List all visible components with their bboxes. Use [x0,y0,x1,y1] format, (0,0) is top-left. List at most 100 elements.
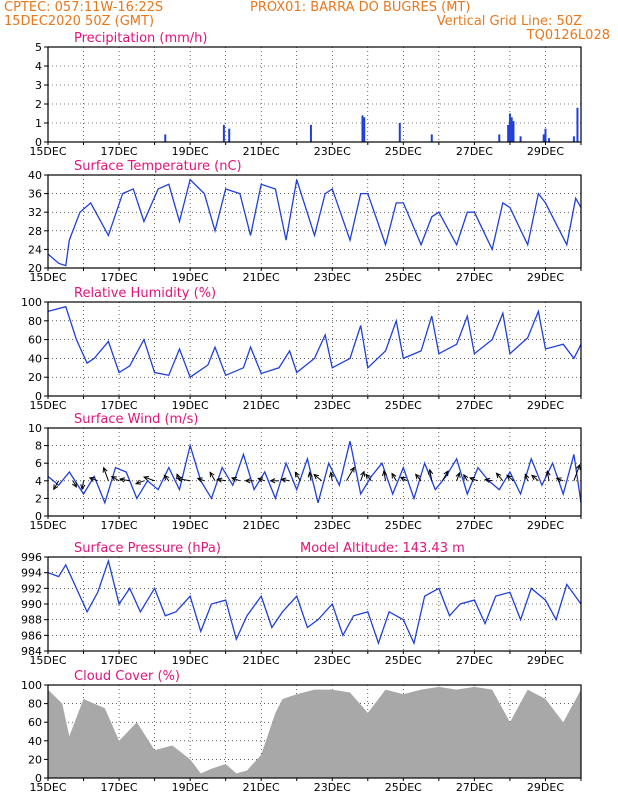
wind-arrow [80,480,86,491]
panel-frame [47,174,582,269]
wind-arrow [545,470,551,481]
precip-bar [510,117,513,142]
y-tick-label: 20 [28,753,42,766]
wind-arrow-shaft [163,475,170,482]
x-tick-label: 19DEC [172,781,209,794]
wind-arrow-shaft [177,478,191,482]
y-tick-label: 20 [28,262,42,275]
y-tick-label: 80 [28,698,42,711]
wind-arrow-shaft [360,471,365,481]
x-tick-label: 15DEC [29,654,66,667]
wind-arrow [209,471,216,482]
precip-bar [222,124,225,142]
panel-frame [47,427,582,517]
panel-0: 0 1 2 3 4 5 15DEC 17DEC 19DEC 21DEC 23DEC 25DEC 27DE… [29,31,582,158]
wind-arrow-shaft [294,472,301,482]
x-tick-label: 27DEC [456,399,493,412]
wind-arrow [176,476,191,482]
wind-arrow [163,474,170,482]
wind-arrow-head [468,476,476,482]
panel-4: 984 986 988 990 992 994 996 15DEC 17DEC 19DEC 21DE… [21,541,582,667]
y-tick-label: 5 [35,41,42,54]
wind-arrow [134,479,145,485]
wind-arrow-shaft [456,472,460,481]
wind-arrow [382,470,388,481]
wind-arrow [346,466,355,482]
x-tick-label: 29DEC [527,271,564,284]
y-tick-label: 2 [35,492,42,505]
precip-bar [519,136,522,142]
x-tick-label: 21DEC [243,781,280,794]
wind-arrow-shaft [496,472,504,482]
wind-arrow [573,463,581,481]
wind-arrow-shaft [308,472,312,481]
wind-arrow-head [313,473,320,480]
y-tick-label: 996 [21,551,42,564]
precip-bar [544,128,547,142]
x-tick-label: 17DEC [101,271,138,284]
wind-arrow-shaft [531,475,539,482]
x-tick-label: 27DEC [456,271,493,284]
wind-arrow-head [307,471,313,478]
x-tick-label: 25DEC [385,519,422,532]
precip-bar [498,134,501,142]
x-tick-label: 27DEC [456,781,493,794]
series-line [47,178,582,267]
grid-line-note: Vertical Grid Line: 50Z [436,14,582,29]
station-coordinates: CPTEC: 057:11W-16:22S [4,0,164,15]
wind-arrow-shaft [463,474,468,482]
x-tick-label: 15DEC [29,781,66,794]
series-line [47,558,582,646]
precip-bar [572,136,575,142]
y-tick-label: 8 [35,440,42,453]
wind-arrow-shaft [72,480,77,488]
wind-arrow [506,474,514,482]
precip-bar [508,113,511,142]
wind-arrow-shaft [415,474,422,482]
wind-arrow [328,471,335,481]
y-tick-label: 28 [28,225,42,238]
x-tick-label: 23DEC [314,399,351,412]
wind-arrow-head [142,475,150,481]
x-tick-label: 25DEC [385,145,422,158]
wind-arrow-head [414,473,421,480]
x-tick-label: 29DEC [527,519,564,532]
wind-arrow [294,471,301,482]
x-tick-label: 15DEC [29,271,66,284]
x-tick-label: 19DEC [172,519,209,532]
x-tick-label: 21DEC [243,519,280,532]
wind-arrow-shaft [429,469,433,481]
x-tick-label: 21DEC [243,271,280,284]
wind-arrow [360,470,366,481]
wind-arrow-head [427,468,434,475]
wind-arrow-head [328,471,335,478]
precip-bar [164,134,167,142]
wind-arrow-shaft [89,477,98,482]
x-tick-label: 25DEC [385,654,422,667]
precip-bar [542,134,545,142]
y-tick-label: 984 [21,645,42,658]
wind-arrow [414,473,422,482]
precip-bar [507,124,510,142]
y-tick-label: 100 [21,296,42,309]
cloud-cover-area [48,686,581,778]
x-tick-label: 17DEC [101,654,138,667]
wind-arrow-head [88,476,95,482]
panel-title: Relative Humidity (%) [74,286,216,301]
precip-bar [309,124,312,142]
wind-arrow-shaft [485,479,493,482]
wind-arrow-head [134,479,142,485]
x-tick-label: 21DEC [243,399,280,412]
x-tick-label: 25DEC [385,399,422,412]
y-tick-label: 4 [35,475,42,488]
chart-header: CPTEC: 057:11W-16:22S 15DEC2020 50Z (GMT… [0,0,618,48]
wind-arrow-head [391,472,397,479]
wind-arrow-shaft [546,471,550,481]
wind-arrow [468,476,479,482]
y-tick-label: 24 [28,243,42,256]
x-tick-label: 23DEC [314,781,351,794]
panel-title: Surface Temperature (nC) [74,159,242,174]
y-tick-label: 992 [21,582,42,595]
precip-bar [576,107,579,142]
